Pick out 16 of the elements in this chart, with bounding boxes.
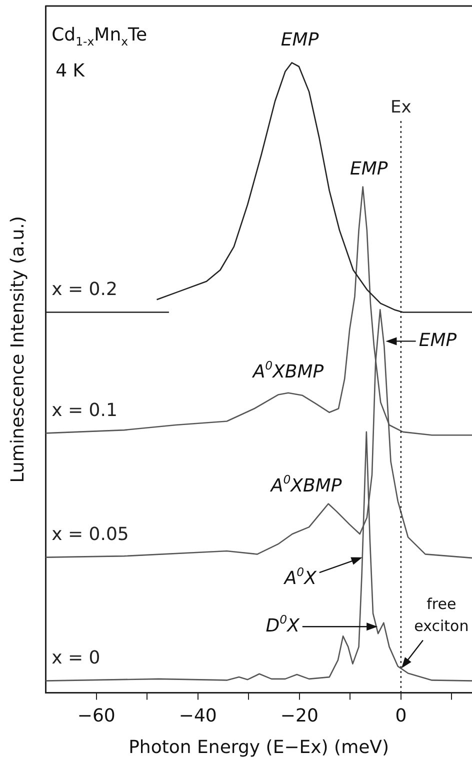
x-axis-title: Photon Energy (E−Ex) (meV) [128,736,390,758]
annotation: free exciton [414,595,469,636]
y-axis-title: Luminescence Intensity (a.u.) [7,216,28,483]
series-label: x = 0.1 [52,400,118,421]
x-tick-label: −40 [178,705,217,726]
x-tick-label: −60 [77,705,116,726]
series-label: x = 0.05 [52,524,129,545]
series-label: x = 0 [52,648,100,668]
series-label: x = 0.2 [52,278,118,300]
x-tick-label: −20 [280,705,318,726]
ref-line-label: Ex [390,97,412,118]
annotation: EMP [280,29,319,50]
annotation: EMP [418,330,457,351]
x-tick-label: 0 [395,705,407,726]
annotation: 4 K [56,60,86,82]
annotation: EMP [350,158,388,180]
